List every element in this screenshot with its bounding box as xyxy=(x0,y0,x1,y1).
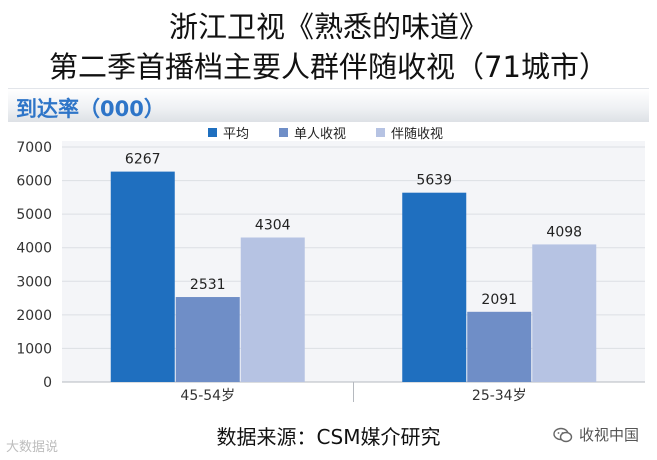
bar xyxy=(402,192,467,382)
bar xyxy=(467,311,532,382)
data-label: 2531 xyxy=(190,277,226,293)
legend-label-solo: 单人收视 xyxy=(294,127,347,142)
x-tick-label: 25-34岁 xyxy=(472,388,527,404)
y-tick-label: 4000 xyxy=(16,241,52,257)
bar-chart: 0 1000 2000 3000 4000 5000 6000 7000 6267 2531 430… xyxy=(16,140,645,404)
data-label: 4304 xyxy=(255,218,291,234)
legend-item-solo: 单人收视 xyxy=(279,123,346,142)
chart-legend: 平均 单人收视 伴随收视 xyxy=(208,123,473,142)
wechat-icon xyxy=(553,427,573,442)
watermark-left: 大数据说 xyxy=(6,440,59,455)
watermark-right: 收视中国 xyxy=(553,424,639,445)
legend-swatch-solo xyxy=(279,128,289,137)
y-tick-label: 3000 xyxy=(16,274,52,290)
chart-title-line-2: 第二季首播档主要人群伴随收视（71城市） xyxy=(49,50,608,84)
bar xyxy=(532,244,597,382)
x-tick-label: 45-54岁 xyxy=(180,388,235,404)
metric-banner: 到达率（000） xyxy=(8,88,649,122)
y-tick-label: 7000 xyxy=(16,140,52,156)
data-label: 5639 xyxy=(416,173,452,189)
bar xyxy=(175,297,240,382)
chart-title-line-1: 浙江卫视《熟悉的味道》 xyxy=(168,10,488,44)
data-label: 6267 xyxy=(125,152,161,168)
legend-swatch-average xyxy=(208,128,217,137)
y-tick-label: 5000 xyxy=(16,207,52,223)
legend-swatch-accompanied xyxy=(376,128,386,137)
y-tick-label: 6000 xyxy=(16,174,52,190)
y-tick-label: 2000 xyxy=(16,308,52,324)
data-label: 2091 xyxy=(481,292,517,308)
legend-item-accompanied: 伴随收视 xyxy=(376,123,443,142)
y-tick-label: 1000 xyxy=(16,341,52,357)
bar xyxy=(110,171,175,382)
data-source-note: 数据来源：CSM媒介研究 xyxy=(216,425,441,449)
metric-label: 到达率（000） xyxy=(16,97,165,121)
legend-item-average: 平均 xyxy=(208,123,249,142)
bar xyxy=(240,237,305,382)
legend-label-accompanied: 伴随收视 xyxy=(391,127,444,142)
legend-label-average: 平均 xyxy=(223,127,250,142)
data-label: 4098 xyxy=(546,224,582,240)
watermark-right-label: 收视中国 xyxy=(578,426,639,444)
y-tick-label: 0 xyxy=(43,375,52,391)
